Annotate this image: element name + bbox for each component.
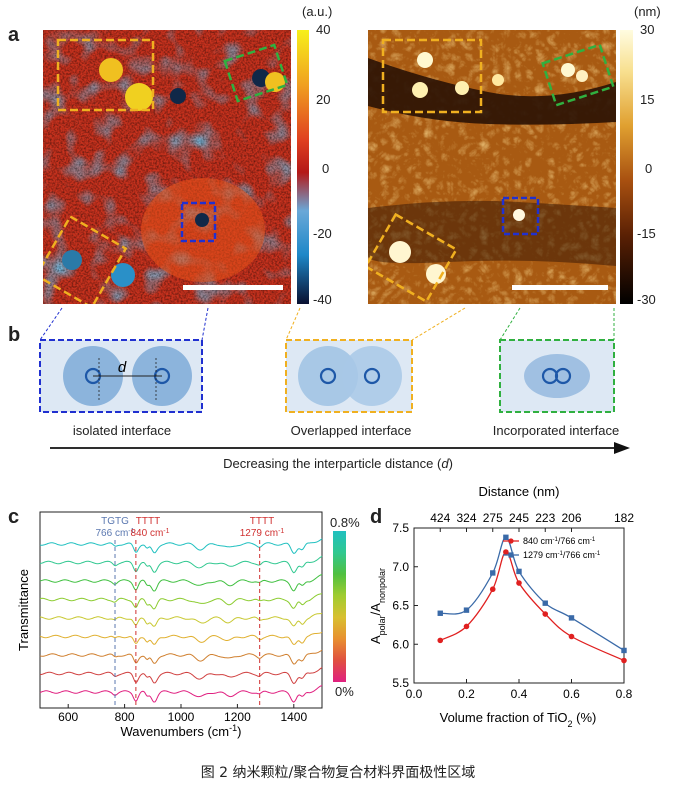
ratio-point-1279 <box>490 570 496 576</box>
ratio-point-1279 <box>463 607 470 613</box>
polarity-colorbar-unit: (a.u.) <box>302 4 333 19</box>
ratio-point-840 <box>489 586 496 593</box>
ratio-xlabel: Volume fraction of TiO2 (%) <box>440 710 597 729</box>
polarity-ratio-chart: 0.0 0.2 0.4 0.6 0.8 5.5 6.0 6.5 7.0 7.5 424 324 275 2… <box>370 484 634 729</box>
ftir-xlabel: Wavenumbers (cm-1) <box>121 723 242 739</box>
ftir-plot-frame <box>39 511 323 709</box>
ratio-point-840 <box>463 623 470 630</box>
ratio-point-840 <box>542 611 549 617</box>
interface-schematic: d <box>39 307 630 454</box>
distance-tick-label: 245 <box>509 511 529 525</box>
ratio-point-840 <box>503 549 509 555</box>
ratio-point-1279 <box>621 647 627 654</box>
ratio-point-840 <box>516 580 522 586</box>
overlapped-interface-box <box>285 339 413 413</box>
caption-isolated: isolated interface <box>72 423 172 438</box>
distance-tick-label: 275 <box>483 511 503 525</box>
polarity-tick: -40 <box>313 292 332 307</box>
panel-label-b: b <box>8 324 21 346</box>
ratio-point-1279 <box>568 615 575 621</box>
annotation-840-top: TTTT <box>136 516 160 527</box>
height-colorbar-unit: (nm) <box>634 4 661 19</box>
ratio-xtick-label: 0.6 <box>563 687 580 701</box>
polarity-tick: 20 <box>316 92 331 107</box>
distance-tick-label: 206 <box>561 511 581 525</box>
ratio-ytick-label: 7.5 <box>392 521 409 535</box>
polarity-map-image <box>43 30 291 304</box>
loading-colorbar-bottom: 0% <box>335 684 354 699</box>
ratio-point-1279 <box>542 600 548 606</box>
ratio-legend: 840 cm-1/766 cm-1 1279 cm-1/766 cm-1 <box>503 536 601 560</box>
ratio-point-1279 <box>516 568 522 575</box>
ftir-spectrum-line <box>39 667 323 685</box>
ratio-xtick-label: 0.0 <box>406 687 423 701</box>
panel-label-a: a <box>8 24 20 46</box>
ratio-xtick-label: 0.4 <box>511 687 528 701</box>
arrow-label: Decreasing the interparticle distance (d… <box>223 456 453 471</box>
legend-entry-1279: 1279 cm-1/766 cm-1 <box>523 550 601 560</box>
annotation-840-bottom: 840 cm-1 <box>130 528 169 540</box>
distance-tick-label: 424 <box>430 511 450 525</box>
ftir-spectrum-line <box>39 574 323 592</box>
ratio-point-840 <box>437 637 444 644</box>
distance-tick-label: 223 <box>535 511 555 525</box>
height-tick: 30 <box>640 22 655 37</box>
polarity-tick: 40 <box>316 22 331 37</box>
ratio-xtick-label: 0.2 <box>458 687 475 701</box>
ratio-ytick-label: 6.0 <box>392 637 409 651</box>
polarity-tick: 0 <box>322 161 330 176</box>
ratio-point-840 <box>621 657 627 664</box>
ftir-xtick-label: 1400 <box>280 710 307 724</box>
annotation-766-top: TGTG <box>101 516 129 527</box>
height-tick: -30 <box>637 292 656 307</box>
ftir-xtick-label: 1000 <box>168 710 195 724</box>
ratio-xtick-label: 0.8 <box>616 687 633 701</box>
ftir-xtick-label: 600 <box>58 710 78 724</box>
annotation-1279-bottom: 1279 cm-1 <box>240 528 285 540</box>
distance-tick-label: 182 <box>614 511 634 525</box>
figure-caption: 图 2 纳米颗粒/聚合物复合材料界面极性区域 <box>200 765 476 781</box>
polarity-tick: -20 <box>313 226 332 241</box>
ftir-xtick-label: 1200 <box>224 710 251 724</box>
ftir-spectrum-line <box>39 631 323 646</box>
ratio-ylabel: Apolar/Anonpolar <box>370 568 387 644</box>
height-tick: 0 <box>645 161 653 176</box>
ftir-spectrum-line <box>39 684 323 703</box>
annotation-1279-top: TTTT <box>250 516 274 527</box>
distance-d-label: d <box>118 359 127 376</box>
ftir-xtick-label: 800 <box>115 710 135 724</box>
loading-colorbar <box>333 531 346 682</box>
loading-colorbar-top: 0.8% <box>330 515 360 530</box>
ratio-ytick-label: 7.0 <box>392 560 409 574</box>
ratio-ytick-label: 6.5 <box>392 599 409 613</box>
ratio-point-840 <box>568 633 575 640</box>
ftir-ylabel: Transmittance <box>16 569 31 651</box>
ratio-point-1279 <box>503 534 509 540</box>
height-tick: 15 <box>640 92 655 107</box>
panel-label-d: d <box>370 506 383 528</box>
height-colorbar <box>620 30 633 304</box>
ftir-spectrum-line <box>39 555 323 574</box>
ratio-series-line <box>439 551 625 662</box>
ftir-spectrum-line <box>39 612 323 627</box>
ftir-spectra-plot: 600 800 1000 1200 1400 Transmittance Wavenum… <box>16 511 323 739</box>
caption-overlapped: Overlapped interface <box>290 423 412 438</box>
topography-image <box>368 30 616 304</box>
distance-tick-label: 324 <box>456 511 476 525</box>
ratio-ytick-label: 5.5 <box>392 676 409 690</box>
ftir-spectrum-line <box>39 593 323 610</box>
distance-axis-label: Distance (nm) <box>479 484 560 499</box>
ratio-point-1279 <box>437 610 443 616</box>
ftir-spectrum-line <box>39 538 323 554</box>
caption-incorporated: Incorporated interface <box>492 423 620 438</box>
ftir-spectrum-line <box>39 649 323 665</box>
annotation-766-bottom: 766 cm-1 <box>95 528 134 540</box>
panel-label-c: c <box>8 506 20 528</box>
polarity-colorbar <box>297 30 309 304</box>
isolated-interface-box <box>39 339 203 413</box>
arrow-head-icon <box>614 442 630 454</box>
height-tick: -15 <box>637 226 656 241</box>
legend-entry-840: 840 cm-1/766 cm-1 <box>523 536 596 546</box>
incorporated-interface-box <box>499 339 615 413</box>
